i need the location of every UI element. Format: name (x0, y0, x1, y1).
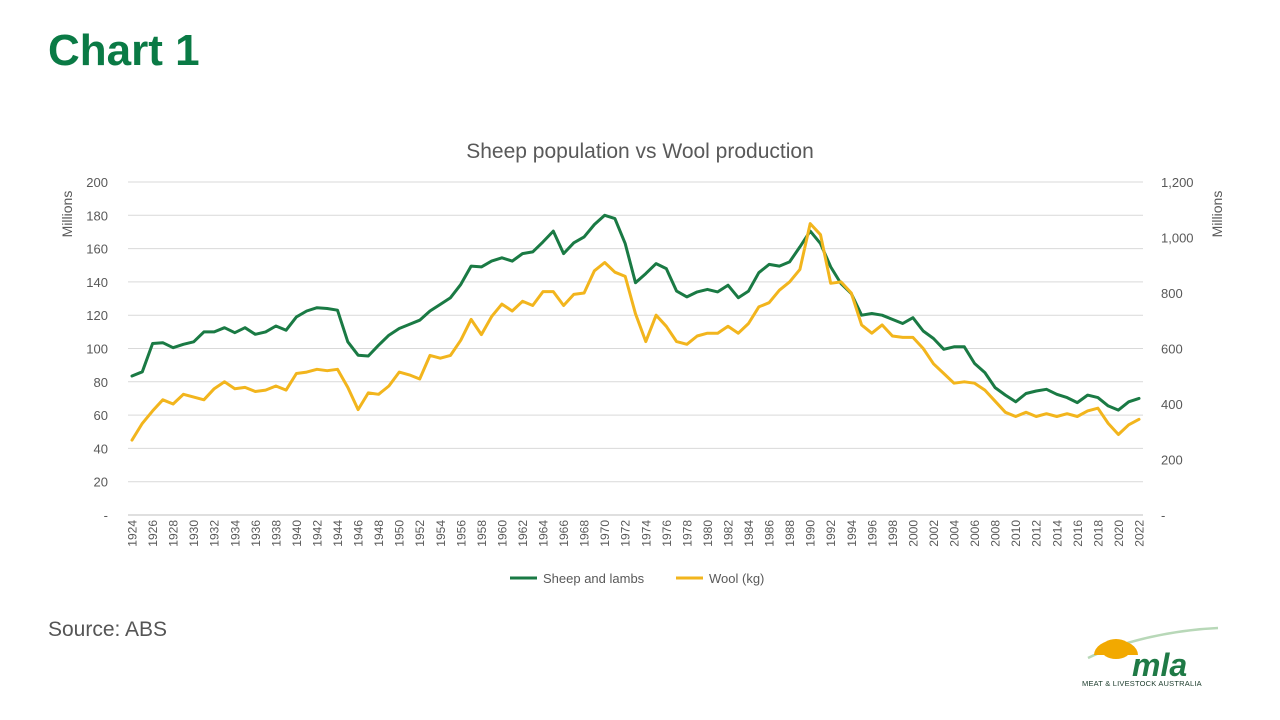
x-tick-label: 1962 (516, 520, 530, 547)
source-note: Source: ABS (48, 618, 168, 641)
series-line-sheep-and-lambs (130, 213, 1141, 412)
x-tick-label: 1970 (598, 520, 612, 547)
logo-wordmark: mla (1132, 647, 1187, 683)
series-lines (130, 213, 1141, 442)
legend-label: Wool (kg) (709, 571, 764, 586)
right-tick-label: 400 (1161, 397, 1183, 412)
right-tick-label: 600 (1161, 342, 1183, 357)
right-tick-label: 200 (1161, 453, 1183, 468)
x-tick-label: 2006 (968, 520, 982, 547)
x-tick-label: 1956 (454, 520, 468, 547)
x-tick-label: 1952 (413, 520, 427, 547)
x-tick-label: 1926 (146, 520, 160, 547)
x-tick-label: 1988 (783, 520, 797, 547)
x-tick-label: 2020 (1112, 520, 1126, 547)
right-axis-label: Millions (1209, 191, 1225, 238)
x-tick-label: 2012 (1030, 520, 1044, 547)
x-tick-label: 1964 (537, 520, 551, 547)
left-tick-label: 160 (86, 242, 108, 257)
x-tick-label: 1934 (228, 520, 242, 547)
chart-title: Sheep population vs Wool production (466, 140, 814, 163)
left-tick-label: 20 (94, 475, 108, 490)
x-tick-label: 1990 (804, 520, 818, 547)
x-tick-label: 1968 (578, 520, 592, 547)
x-tick-label: 1978 (680, 520, 694, 547)
x-tick-label: 1954 (434, 520, 448, 547)
legend: Sheep and lambs Wool (kg) (510, 571, 764, 586)
x-tick-label: 1996 (865, 520, 879, 547)
x-tick-label: 1948 (372, 520, 386, 547)
x-tick-label: 2014 (1050, 520, 1064, 547)
x-tick-label: 1940 (290, 520, 304, 547)
left-y-axis: - 20 40 60 80 100 120 140 160 180 200 (86, 175, 108, 523)
x-tick-label: 2002 (927, 520, 941, 547)
legend-label: Sheep and lambs (543, 571, 645, 586)
x-tick-label: 1924 (126, 520, 140, 547)
x-tick-label: 1980 (701, 520, 715, 547)
x-tick-label: 2010 (1009, 520, 1023, 547)
x-tick-label: 2018 (1091, 520, 1105, 547)
left-tick-label: 180 (86, 208, 108, 223)
x-tick-label: 1972 (619, 520, 633, 547)
left-tick-label: 40 (94, 441, 108, 456)
left-tick-label: - (104, 508, 108, 523)
x-tick-label: 1942 (310, 520, 324, 547)
left-tick-label: 60 (94, 408, 108, 423)
x-tick-label: 2022 (1133, 520, 1147, 547)
x-tick-label: 1994 (845, 520, 859, 547)
x-axis: 1924 1926 1928 1930 1932 1934 1936 1938 1940 1942… (126, 514, 1147, 547)
x-tick-label: 1928 (167, 520, 181, 547)
right-tick-label: 800 (1161, 286, 1183, 301)
x-tick-label: 1944 (331, 520, 345, 547)
x-tick-label: 1984 (742, 520, 756, 547)
right-y-axis: - 200 400 600 800 1,000 1,200 (1161, 175, 1194, 523)
x-tick-label: 1958 (475, 520, 489, 547)
x-tick-label: 1936 (249, 520, 263, 547)
line-chart: Sheep population vs Wool production - 20 4… (59, 140, 1225, 586)
left-axis-label: Millions (59, 191, 75, 238)
left-tick-label: 100 (86, 342, 108, 357)
slide-title: Chart 1 (48, 26, 200, 75)
x-tick-label: 1992 (824, 520, 838, 547)
right-tick-label: - (1161, 508, 1165, 523)
x-tick-label: 1930 (187, 520, 201, 547)
left-tick-label: 200 (86, 175, 108, 190)
left-tick-label: 120 (86, 308, 108, 323)
x-tick-label: 1986 (763, 520, 777, 547)
left-tick-label: 140 (86, 275, 108, 290)
x-tick-label: 1932 (208, 520, 222, 547)
x-tick-label: 2004 (948, 520, 962, 547)
x-tick-label: 2008 (989, 520, 1003, 547)
x-tick-label: 1950 (393, 520, 407, 547)
logo-sun-core (1101, 639, 1131, 659)
right-tick-label: 1,200 (1161, 175, 1194, 190)
x-tick-label: 2000 (906, 520, 920, 547)
x-tick-label: 1998 (886, 520, 900, 547)
x-tick-label: 1938 (269, 520, 283, 547)
x-tick-label: 1982 (721, 520, 735, 547)
series-line-wool-kg (130, 222, 1141, 442)
x-tick-label: 1946 (352, 520, 366, 547)
gridlines (128, 181, 1143, 516)
right-tick-label: 1,000 (1161, 231, 1194, 246)
x-tick-label: 1974 (639, 520, 653, 547)
x-tick-label: 1976 (660, 520, 674, 547)
x-tick-label: 1966 (557, 520, 571, 547)
x-tick-label: 1960 (495, 520, 509, 547)
x-tick-label: 2016 (1071, 520, 1085, 547)
mla-logo: mla (1087, 626, 1219, 683)
left-tick-label: 80 (94, 375, 108, 390)
logo-tagline: MEAT & LIVESTOCK AUSTRALIA (1082, 679, 1202, 688)
